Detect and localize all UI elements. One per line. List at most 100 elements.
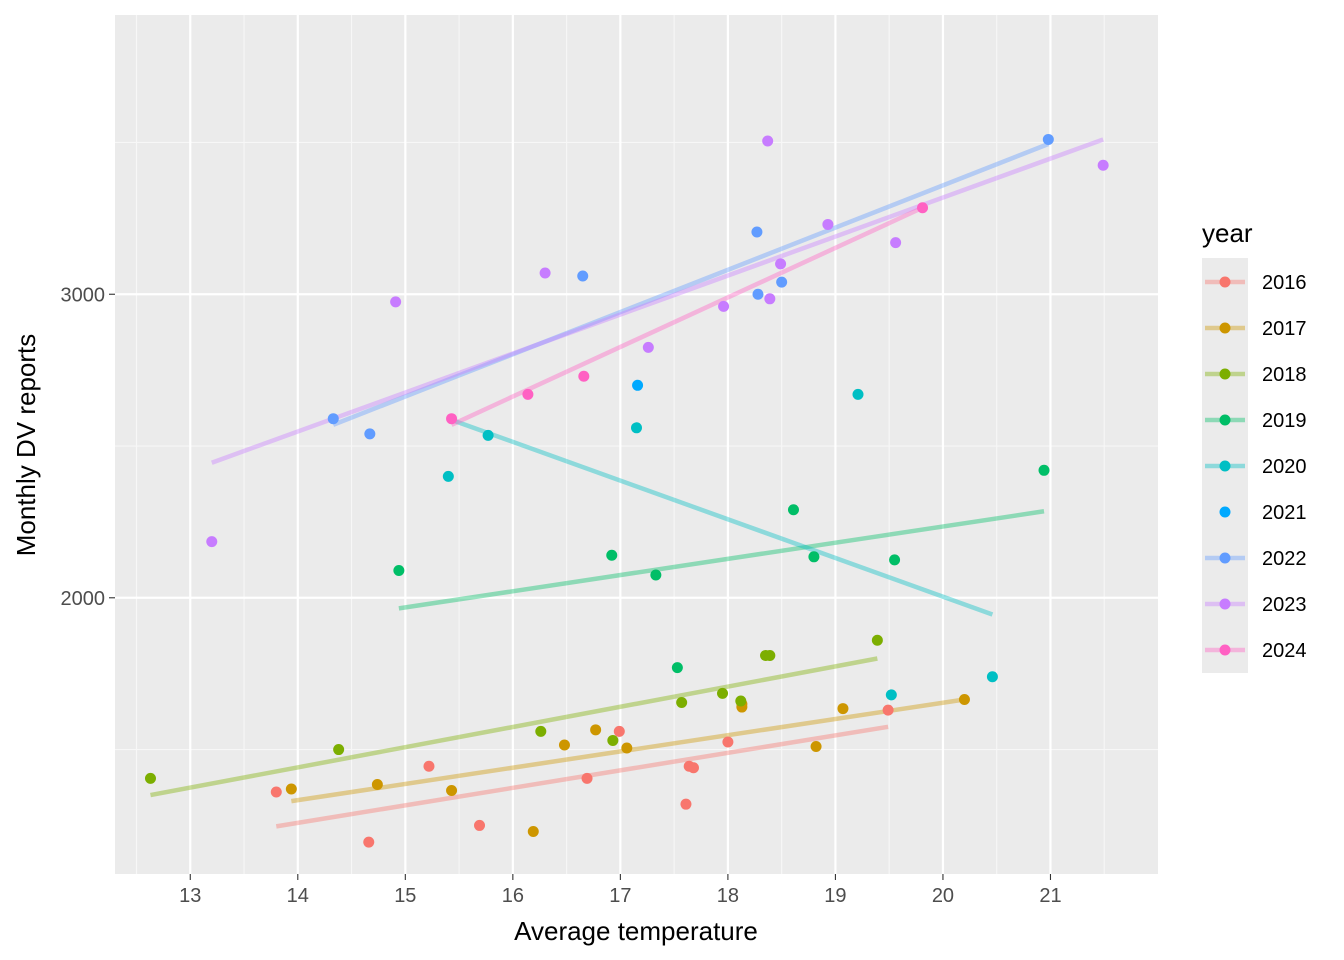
data-point-2024 — [446, 413, 458, 425]
data-point-2023 — [390, 296, 402, 308]
data-point-2019 — [889, 554, 901, 566]
legend-key-point-2021 — [1219, 506, 1231, 518]
legend-label-2023: 2023 — [1262, 594, 1307, 616]
data-point-2019 — [1038, 464, 1050, 476]
y-axis-title: Monthly DV reports — [11, 334, 41, 557]
data-point-2022 — [752, 288, 764, 300]
data-point-2016 — [474, 819, 486, 831]
data-point-2019 — [671, 662, 683, 674]
data-point-2017 — [285, 783, 297, 795]
data-point-2020 — [631, 422, 642, 434]
x-tick-label: 19 — [824, 885, 846, 907]
data-point-2018 — [333, 744, 345, 756]
data-point-2023 — [762, 135, 774, 147]
data-point-2021 — [632, 379, 644, 391]
grid-major — [115, 15, 1158, 874]
grid-minor — [115, 15, 1158, 874]
data-point-2016 — [613, 725, 625, 737]
data-point-2016 — [270, 786, 282, 798]
data-point-2017 — [558, 739, 570, 751]
data-point-2018 — [717, 687, 729, 699]
legend-items: 2016 2017 2018 2019 2020 2021 2022 2023 2024 — [1205, 272, 1307, 662]
x-tick-label: 17 — [609, 885, 631, 907]
data-point-2018 — [735, 695, 747, 707]
legend-key-point-2016 — [1219, 276, 1231, 288]
data-point-2017 — [590, 724, 602, 736]
data-point-2019 — [606, 549, 618, 561]
data-point-2019 — [808, 551, 820, 563]
legend-key-point-2019 — [1219, 414, 1231, 426]
legend-label-2024: 2024 — [1262, 640, 1307, 662]
legend-key-point-2020 — [1219, 460, 1231, 472]
legend-key-point-2023 — [1219, 598, 1231, 610]
data-point-2017 — [810, 741, 822, 753]
data-point-2016 — [882, 704, 894, 716]
y-tick-label: 2000 — [61, 588, 106, 610]
legend-title: year — [1202, 218, 1253, 248]
x-tick-label: 13 — [179, 885, 201, 907]
data-point-2023 — [1097, 159, 1109, 171]
x-tick-label: 15 — [394, 885, 416, 907]
data-point-2018 — [676, 697, 688, 709]
x-tick-label: 20 — [932, 885, 954, 907]
legend-label-2021: 2021 — [1262, 502, 1307, 524]
data-point-2018 — [607, 734, 619, 746]
data-point-2016 — [687, 762, 699, 774]
data-point-2020 — [482, 429, 494, 441]
x-tick-label: 18 — [717, 885, 739, 907]
legend-label-2017: 2017 — [1262, 318, 1307, 340]
trend-line-2023 — [211, 137, 1104, 465]
data-point-2017 — [371, 778, 383, 790]
legend-key-point-2024 — [1219, 644, 1231, 656]
y-tick-label: 3000 — [61, 284, 106, 306]
data-point-2018 — [144, 772, 156, 784]
x-axis-title: Average temperature — [514, 916, 758, 946]
trend-line-2020 — [447, 416, 994, 617]
data-point-2018 — [535, 725, 547, 737]
data-point-2022 — [1042, 133, 1054, 145]
data-point-2020 — [986, 671, 998, 683]
legend-key-point-2018 — [1219, 368, 1231, 380]
data-point-2016 — [581, 772, 593, 784]
data-point-2019 — [650, 569, 662, 581]
data-point-2017 — [958, 693, 970, 705]
legend-label-2022: 2022 — [1262, 548, 1307, 570]
legend-label-2016: 2016 — [1262, 272, 1307, 294]
data-point-2022 — [327, 413, 339, 425]
data-point-2017 — [527, 826, 539, 838]
data-point-2019 — [393, 564, 405, 576]
data-point-2016 — [722, 736, 734, 748]
legend-key-point-2022 — [1219, 552, 1231, 564]
data-point-2024 — [578, 370, 590, 382]
trend-line-2018 — [150, 656, 878, 798]
legend-label-2020: 2020 — [1262, 456, 1307, 478]
data-point-2023 — [642, 341, 654, 353]
y-axis: 2000 3000 — [61, 284, 115, 610]
data-point-2024 — [522, 388, 534, 400]
data-point-2016 — [423, 760, 435, 772]
plot-panel — [115, 15, 1158, 874]
trend-line-2019 — [398, 509, 1045, 611]
data-point-2023 — [718, 300, 730, 312]
legend-label-2019: 2019 — [1262, 410, 1307, 432]
data-point-2019 — [787, 504, 799, 516]
x-tick-label: 14 — [287, 885, 309, 907]
data-point-2020 — [885, 689, 897, 701]
data-point-2018 — [764, 649, 776, 661]
data-point-2016 — [363, 836, 375, 848]
data-point-2023 — [822, 218, 834, 230]
x-tick-label: 21 — [1039, 885, 1061, 907]
data-point-2016 — [680, 798, 692, 810]
x-axis: 13 14 15 16 17 18 19 20 21 — [179, 874, 1062, 907]
data-point-2023 — [539, 267, 551, 279]
data-point-2022 — [577, 270, 589, 282]
data-point-2020 — [442, 470, 454, 482]
data-point-2022 — [364, 428, 376, 440]
data-point-2020 — [852, 388, 864, 400]
data-point-2022 — [776, 276, 788, 288]
legend-key-point-2017 — [1219, 322, 1231, 334]
data-points — [144, 133, 1109, 848]
legend-label-2018: 2018 — [1262, 364, 1307, 386]
data-point-2023 — [775, 258, 787, 270]
